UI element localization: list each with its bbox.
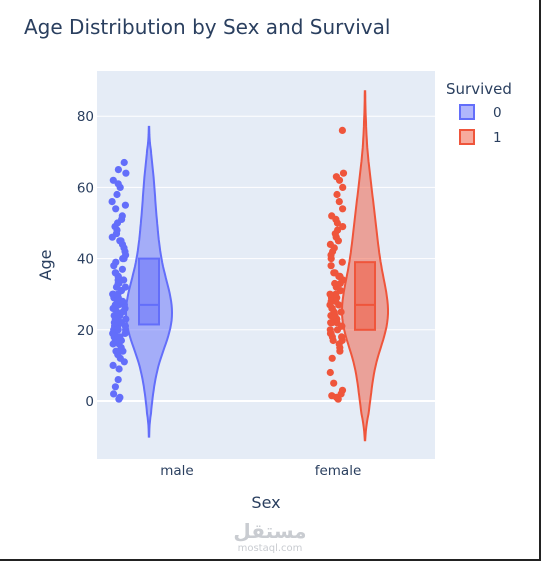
x-axis-title: Sex [251, 493, 280, 512]
point-female-60 [334, 226, 342, 234]
point-female-4 [338, 386, 347, 394]
point-male-1 [116, 393, 124, 401]
point-male-72 [112, 258, 120, 266]
violin-traces [108, 90, 389, 442]
point-male-90 [108, 198, 116, 206]
point-male-10 [112, 347, 120, 355]
legend-title: Survived [446, 80, 512, 98]
legend-item-1[interactable]: 1 [459, 129, 502, 146]
legend[interactable]: Survived 0 1 [446, 80, 512, 146]
y-tick-40: 40 [77, 252, 94, 268]
y-tick-labels: 0 20 40 60 80 [77, 109, 94, 410]
point-female-6 [326, 368, 334, 377]
point-male-87 [118, 212, 126, 220]
watermark-url: mostaql.com [238, 543, 303, 554]
point-male-6 [109, 361, 117, 369]
trace-male[interactable] [108, 125, 174, 438]
x-tick-labels: male female [160, 463, 361, 479]
point-male-56 [109, 290, 117, 298]
point-male-3 [111, 383, 119, 391]
watermark: مستقل mostaql.com [233, 519, 306, 554]
point-female-70 [332, 173, 340, 181]
y-axis-title: Age [36, 250, 55, 281]
chart-title: Age Distribution by Sex and Survival [24, 15, 390, 39]
point-male-60 [121, 283, 129, 291]
point-female-5 [330, 379, 338, 387]
legend-swatch-1 [459, 129, 475, 145]
legend-item-0[interactable]: 0 [459, 104, 502, 121]
point-male-94 [109, 176, 117, 184]
point-male-33 [122, 315, 130, 323]
y-tick-0: 0 [85, 394, 94, 410]
point-female-17 [326, 326, 334, 334]
point-male-65 [120, 276, 128, 284]
x-tick-female: female [315, 463, 362, 479]
point-female-64 [328, 212, 336, 220]
point-male-97 [120, 158, 128, 167]
y-tick-20: 20 [77, 323, 94, 339]
y-tick-60: 60 [77, 180, 94, 196]
point-female-13 [338, 333, 346, 341]
point-female-2 [328, 392, 336, 400]
point-female-67 [333, 190, 341, 199]
point-male-5 [115, 365, 123, 373]
legend-swatch-0 [459, 104, 475, 120]
box-female [354, 261, 376, 331]
point-female-49 [331, 269, 339, 277]
point-female-65 [339, 205, 347, 213]
point-male-4 [114, 376, 122, 384]
watermark-logo: مستقل [233, 519, 306, 543]
point-female-71 [339, 169, 348, 177]
point-female-66 [335, 198, 343, 206]
point-male-89 [121, 201, 129, 209]
point-male-96 [114, 166, 122, 174]
box-male [138, 257, 160, 326]
y-tick-80: 80 [77, 109, 94, 125]
x-tick-male: male [160, 463, 193, 479]
point-male-70 [118, 265, 126, 273]
point-female-44 [331, 279, 339, 288]
point-female-30 [337, 308, 345, 316]
point-female-40 [326, 290, 334, 298]
point-female-61 [339, 223, 347, 231]
point-female-56 [326, 240, 334, 248]
point-female-68 [339, 183, 347, 191]
point-male-69 [111, 269, 119, 277]
point-female-51 [338, 258, 346, 266]
legend-label-0: 0 [493, 105, 502, 121]
point-female-72 [338, 126, 346, 134]
point-male-95 [122, 169, 130, 177]
point-female-7 [328, 354, 336, 362]
point-male-88 [112, 205, 120, 213]
point-female-50 [327, 262, 335, 270]
point-male-2 [110, 390, 118, 398]
point-male-91 [113, 190, 121, 199]
trace-female[interactable] [326, 90, 389, 442]
legend-label-1: 1 [493, 130, 502, 146]
point-male-80 [116, 237, 124, 245]
